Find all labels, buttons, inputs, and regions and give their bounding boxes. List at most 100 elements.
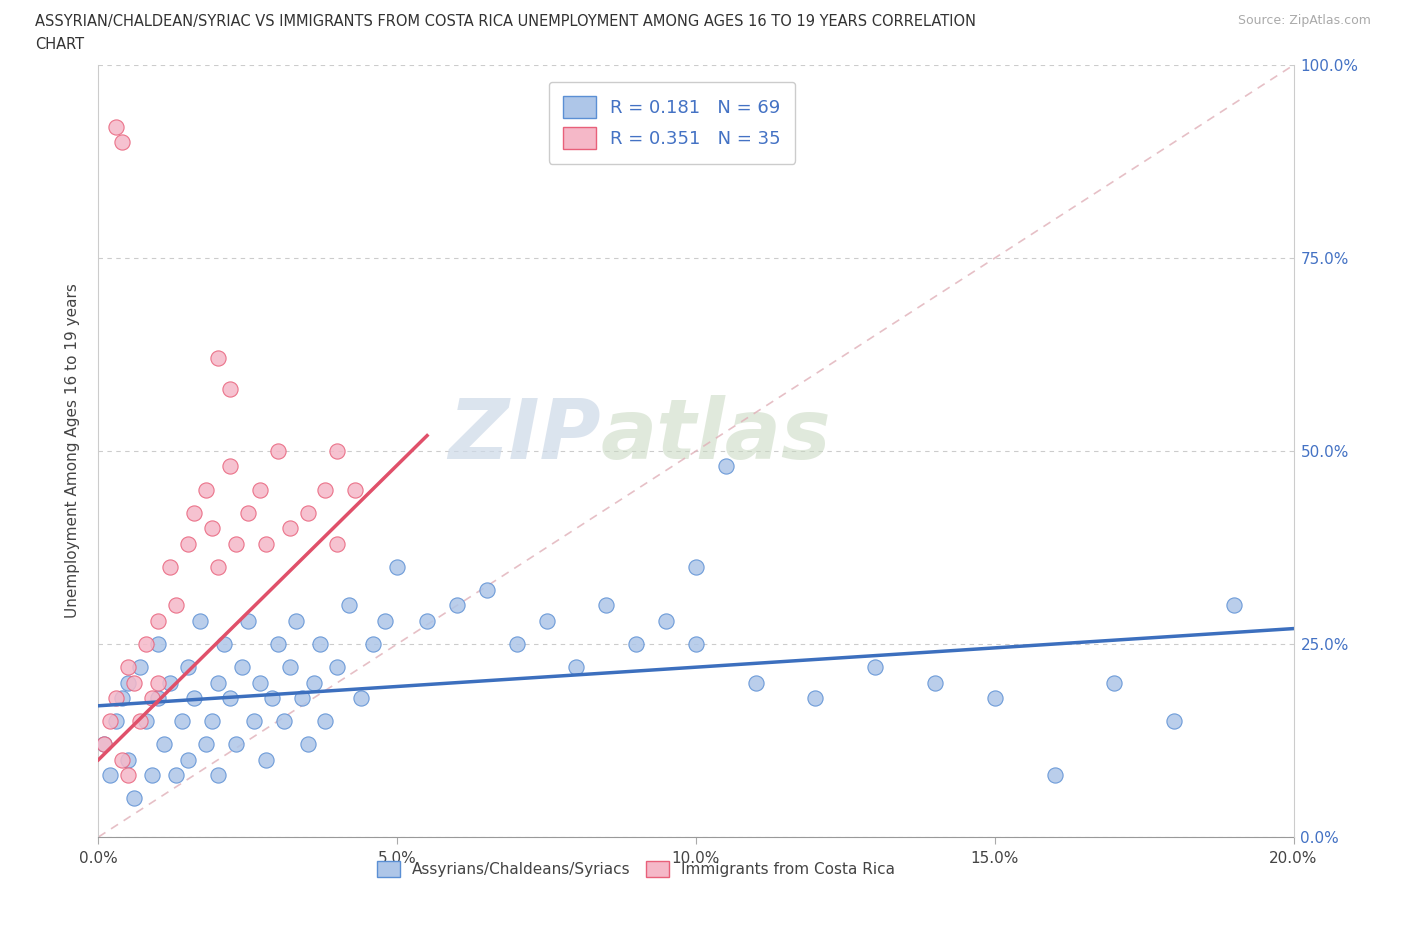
Point — [231, 659, 253, 674]
Point — [685, 559, 707, 574]
Point — [148, 691, 170, 706]
Point — [183, 691, 205, 706]
Point — [278, 659, 301, 674]
Point — [626, 637, 648, 652]
Point — [225, 537, 247, 551]
Point — [1223, 598, 1246, 613]
Point — [93, 737, 115, 751]
Point — [105, 119, 128, 134]
Point — [117, 768, 139, 783]
Point — [129, 659, 152, 674]
Point — [207, 559, 229, 574]
Point — [105, 714, 128, 729]
Point — [745, 675, 768, 690]
Point — [93, 737, 115, 751]
Point — [1163, 714, 1185, 729]
Point — [339, 598, 361, 613]
Point — [273, 714, 295, 729]
Point — [148, 637, 170, 652]
Point — [267, 637, 290, 652]
Point — [655, 614, 678, 629]
Point — [165, 768, 187, 783]
Point — [177, 537, 200, 551]
Point — [315, 714, 337, 729]
Point — [865, 659, 887, 674]
Point — [249, 675, 271, 690]
Point — [249, 482, 271, 497]
Point — [183, 505, 205, 520]
Point — [363, 637, 385, 652]
Point — [195, 737, 218, 751]
Point — [475, 582, 498, 597]
Point — [416, 614, 439, 629]
Point — [302, 675, 325, 690]
Point — [308, 637, 330, 652]
Point — [195, 482, 218, 497]
Point — [177, 659, 200, 674]
Point — [98, 768, 122, 783]
Point — [236, 505, 259, 520]
Point — [207, 768, 229, 783]
Text: ASSYRIAN/CHALDEAN/SYRIAC VS IMMIGRANTS FROM COSTA RICA UNEMPLOYMENT AMONG AGES 1: ASSYRIAN/CHALDEAN/SYRIAC VS IMMIGRANTS F… — [35, 14, 976, 29]
Point — [129, 714, 152, 729]
Point — [714, 459, 737, 474]
Point — [374, 614, 396, 629]
Point — [924, 675, 946, 690]
Point — [117, 675, 139, 690]
Point — [385, 559, 409, 574]
Point — [1104, 675, 1126, 690]
Point — [135, 637, 157, 652]
Point — [1043, 768, 1066, 783]
Point — [212, 637, 235, 652]
Point — [315, 482, 337, 497]
Point — [172, 714, 194, 729]
Point — [446, 598, 468, 613]
Point — [105, 691, 128, 706]
Point — [236, 614, 259, 629]
Point — [111, 135, 134, 150]
Point — [207, 351, 229, 365]
Point — [219, 691, 242, 706]
Point — [350, 691, 373, 706]
Point — [984, 691, 1007, 706]
Point — [243, 714, 266, 729]
Point — [117, 659, 139, 674]
Point — [284, 614, 307, 629]
Point — [536, 614, 558, 629]
Point — [254, 752, 277, 767]
Point — [111, 691, 134, 706]
Point — [291, 691, 314, 706]
Point — [685, 637, 707, 652]
Point — [153, 737, 176, 751]
Point — [326, 444, 349, 458]
Point — [159, 675, 181, 690]
Point — [124, 675, 146, 690]
Point — [165, 598, 187, 613]
Point — [225, 737, 247, 751]
Point — [135, 714, 157, 729]
Y-axis label: Unemployment Among Ages 16 to 19 years: Unemployment Among Ages 16 to 19 years — [65, 284, 80, 618]
Point — [188, 614, 211, 629]
Point — [565, 659, 588, 674]
Point — [148, 675, 170, 690]
Point — [326, 537, 349, 551]
Point — [201, 521, 224, 536]
Point — [124, 790, 146, 805]
Point — [111, 752, 134, 767]
Point — [278, 521, 301, 536]
Point — [117, 752, 139, 767]
Point — [141, 691, 163, 706]
Point — [254, 537, 277, 551]
Point — [159, 559, 181, 574]
Text: ZIP: ZIP — [447, 395, 600, 476]
Point — [297, 737, 319, 751]
Point — [297, 505, 319, 520]
Point — [207, 675, 229, 690]
Point — [506, 637, 529, 652]
Point — [219, 459, 242, 474]
Text: atlas: atlas — [600, 395, 831, 476]
Point — [595, 598, 617, 613]
Point — [201, 714, 224, 729]
Point — [804, 691, 827, 706]
Point — [177, 752, 200, 767]
